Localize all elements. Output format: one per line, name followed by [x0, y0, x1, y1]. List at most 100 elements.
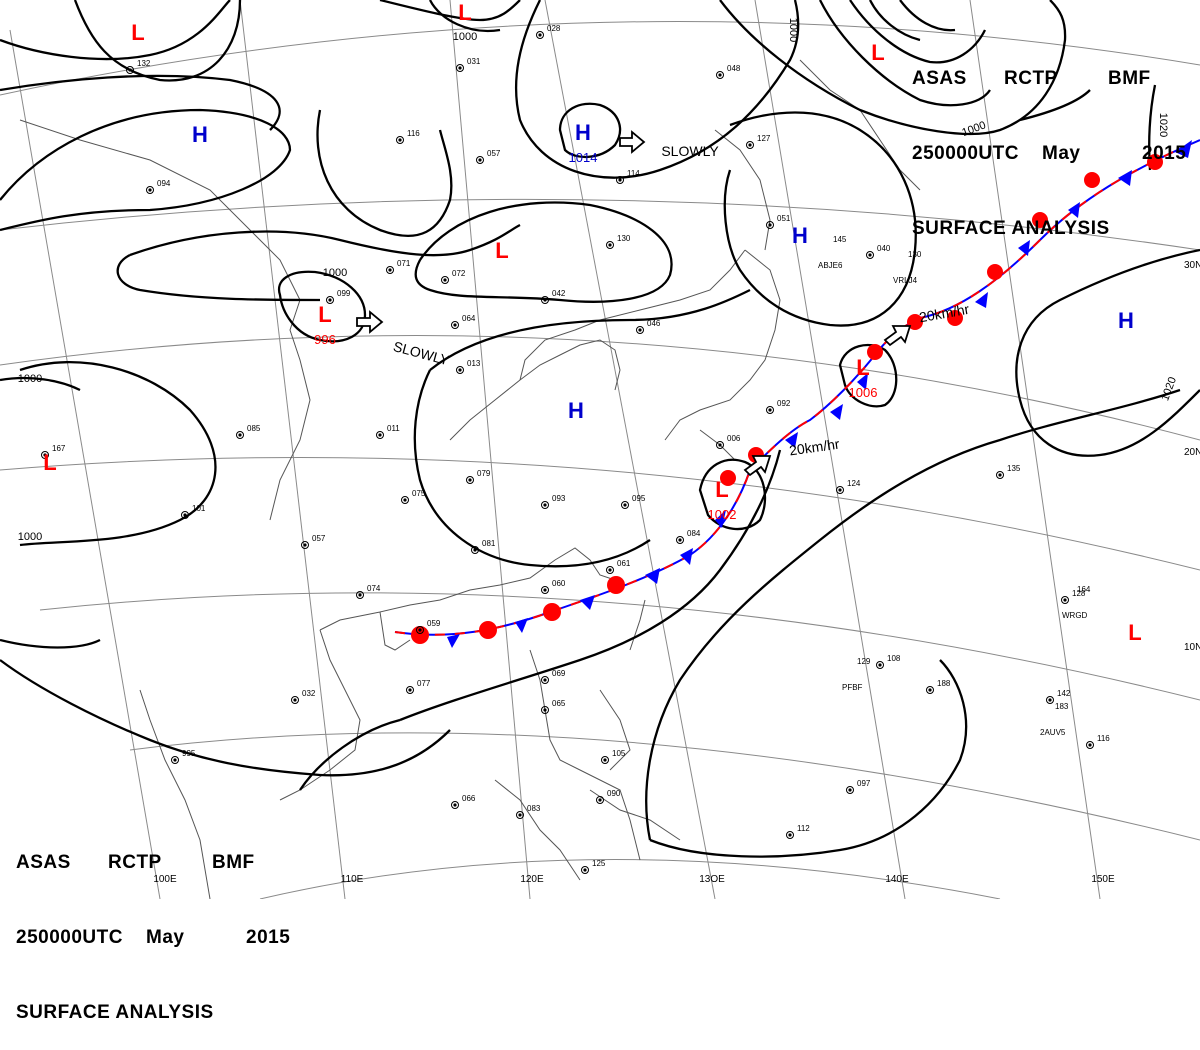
station-pressure: 060: [552, 579, 566, 588]
station-marker: [786, 831, 794, 839]
station-marker: [301, 541, 309, 549]
station-marker: [181, 511, 189, 519]
center-pressure-value: 996: [314, 332, 336, 347]
ship-station-pressure: 164: [1077, 585, 1091, 594]
surface-analysis-map: 028 031 116 057 114 048 127 130 042 046 064 071 072 0…: [0, 0, 1200, 899]
station-marker: [1061, 596, 1069, 604]
station-marker-fill: [408, 688, 412, 692]
station-marker: [516, 811, 524, 819]
station-pressure: 127: [757, 134, 771, 143]
station-marker: [291, 696, 299, 704]
station-pressure: 057: [487, 149, 501, 158]
station-marker: [401, 496, 409, 504]
station-marker: [466, 476, 474, 484]
station-pressure: 084: [687, 529, 701, 538]
station-pressure: 128: [1072, 589, 1086, 598]
station-plots: 028 031 116 057 114 048 127 130 042 046 064 071 072 0…: [41, 24, 1110, 874]
month-label-2: May: [146, 927, 185, 948]
station-pressure: 042: [552, 289, 566, 298]
station-marker-fill: [358, 593, 362, 597]
station-pressure: 046: [647, 319, 661, 328]
station-pressure: 069: [552, 669, 566, 678]
station-marker-fill: [543, 298, 547, 302]
station-pressure: 013: [467, 359, 481, 368]
ship-station-pressure: 183: [1055, 702, 1069, 711]
station-marker-fill: [718, 73, 722, 77]
station-pressure: 079: [477, 469, 491, 478]
station-marker: [126, 66, 134, 74]
low-pressure-center: L: [1128, 620, 1141, 645]
station-pressure: 090: [607, 789, 621, 798]
station-marker-fill: [1063, 598, 1067, 602]
station-marker-fill: [398, 138, 402, 142]
low-pressure-center: L: [458, 0, 471, 25]
station-marker: [451, 801, 459, 809]
longitude-label: 100E: [153, 874, 177, 885]
station-marker-fill: [183, 513, 187, 517]
station-marker: [451, 321, 459, 329]
station-marker-fill: [748, 143, 752, 147]
high-pressure-center: H: [792, 223, 808, 248]
motion-arrows: [356, 130, 912, 477]
isobar-label: 1000: [453, 31, 477, 43]
station-marker: [146, 186, 154, 194]
station-marker: [541, 296, 549, 304]
station-marker-fill: [1088, 743, 1092, 747]
station-pressure: 188: [937, 679, 951, 688]
station-marker-fill: [543, 503, 547, 507]
fronts: [394, 139, 1200, 648]
low-pressure-center: L: [715, 477, 728, 502]
station-pressure: 040: [877, 244, 891, 253]
station-pressure: 006: [727, 434, 741, 443]
station-marker-fill: [848, 788, 852, 792]
station-marker: [171, 756, 179, 764]
station-pressure: 095: [632, 494, 646, 503]
year-label-2: 2015: [246, 927, 291, 948]
graticule: [0, 0, 1200, 899]
month-label: May: [1042, 143, 1081, 164]
station-marker: [1046, 696, 1054, 704]
station-pressure: 112: [797, 824, 810, 833]
station-marker: [616, 176, 624, 184]
ship-station-id: VRLJ4: [893, 276, 918, 285]
station-marker: [456, 366, 464, 374]
station-pressure: 116: [1097, 734, 1110, 743]
station-pressure: 077: [417, 679, 431, 688]
station-marker: [716, 71, 724, 79]
station-pressure: 085: [247, 424, 261, 433]
code-label-2: BMF: [212, 852, 255, 873]
ship-station-id: PFBF: [842, 683, 863, 692]
station-label: RCTP: [1004, 68, 1058, 89]
station-marker-fill: [458, 368, 462, 372]
station-pressure: 059: [427, 619, 441, 628]
station-marker: [1086, 741, 1094, 749]
station-marker: [416, 626, 424, 634]
station-marker: [541, 676, 549, 684]
station-marker: [471, 546, 479, 554]
station-marker: [456, 64, 464, 72]
station-marker-fill: [473, 548, 477, 552]
station-marker: [766, 406, 774, 414]
station-marker: [441, 276, 449, 284]
station-marker-fill: [128, 68, 132, 72]
longitude-label: 13OE: [699, 874, 725, 885]
station-marker: [476, 156, 484, 164]
motion-label: 20km/hr: [788, 436, 841, 459]
isobar-label: 1020: [1157, 113, 1169, 137]
station-pressure: 092: [777, 399, 791, 408]
header-bottom-left: ASAS RCTP BMF 250000UTC May 2015 SURFACE ANA…: [16, 800, 290, 1050]
station-marker-fill: [608, 568, 612, 572]
station-marker: [766, 221, 774, 229]
station-marker: [621, 501, 629, 509]
center-pressure-value: 1014: [569, 150, 598, 165]
station-marker-fill: [998, 473, 1002, 477]
station-marker-fill: [403, 498, 407, 502]
station-marker: [386, 266, 394, 274]
station-pressure: 093: [552, 494, 566, 503]
station-marker-fill: [623, 503, 627, 507]
station-marker-fill: [458, 66, 462, 70]
low-pressure-center: L: [318, 302, 331, 327]
low-pressure-center: L: [495, 238, 508, 263]
title-label: SURFACE ANALYSIS: [912, 218, 1110, 239]
title-label-2: SURFACE ANALYSIS: [16, 1002, 214, 1023]
